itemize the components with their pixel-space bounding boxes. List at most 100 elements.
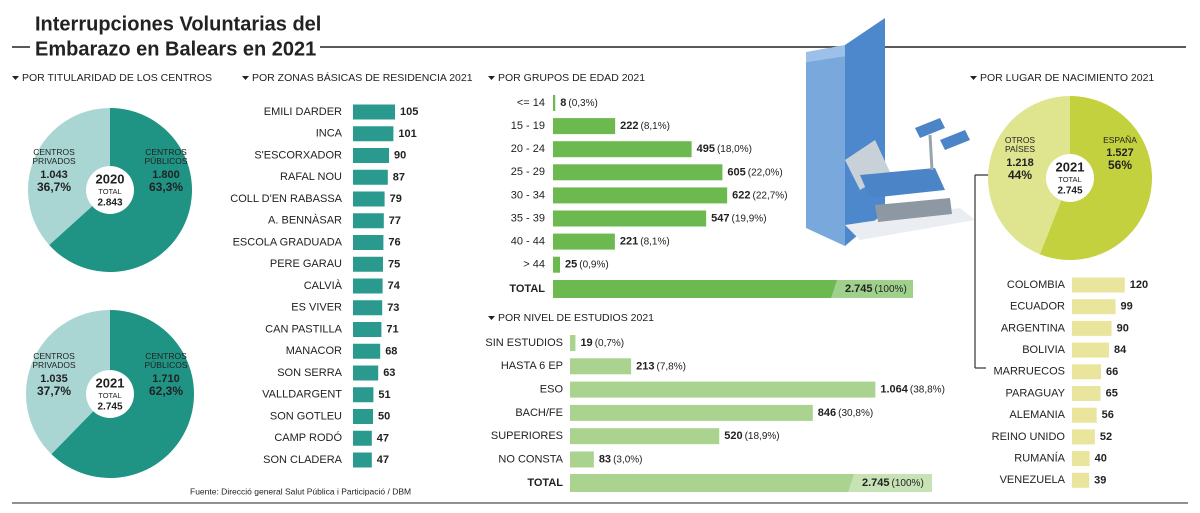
- section-title: POR ZONAS BÁSICAS DE RESIDENCIA 2021: [252, 71, 473, 84]
- category-label: RAFAL NOU: [280, 171, 342, 183]
- category-label: COLOMBIA: [1007, 279, 1066, 291]
- category-label: COLL D'EN RABASSA: [230, 193, 342, 205]
- section-title: POR NIVEL DE ESTUDIOS 2021: [498, 312, 654, 324]
- value: 56: [1102, 409, 1114, 421]
- value-label: 622 (22,7%): [732, 189, 787, 201]
- bar: [553, 187, 728, 204]
- percent: (7,8%): [656, 361, 685, 372]
- value-label: 76: [388, 236, 400, 248]
- category-label: ALEMANIA: [1009, 409, 1065, 421]
- value-label: 605 (22,0%): [727, 166, 782, 178]
- slice-percent: 62,3%: [148, 383, 184, 398]
- value: 222: [620, 120, 638, 132]
- section-marker: [488, 316, 495, 320]
- section-marker: [12, 76, 19, 80]
- value-label: 90: [394, 149, 406, 161]
- value-label: 83 (3,0%): [599, 453, 643, 465]
- category-label: MARRUECOS: [993, 366, 1065, 378]
- percent: (22,0%): [748, 167, 783, 178]
- total-bar: [570, 474, 932, 492]
- value-label: 50: [378, 410, 390, 422]
- value-label: 19 (0,7%): [580, 337, 624, 349]
- percent: (3,0%): [613, 454, 642, 465]
- slice-percent: 56%: [1107, 158, 1133, 173]
- value: 520: [724, 430, 742, 442]
- value-label: 52: [1100, 431, 1112, 443]
- value-label: 1.064 (38,8%): [880, 384, 945, 396]
- value-label: 73: [387, 302, 399, 314]
- percent: (0,3%): [568, 98, 597, 109]
- slice-name: CENTROS PRIVADOS: [32, 147, 76, 167]
- bar: [1072, 429, 1095, 445]
- pie-total-caption: TOTAL: [98, 187, 121, 196]
- bar: [1072, 364, 1102, 380]
- value-label: 99: [1121, 301, 1133, 313]
- pie-center: [86, 370, 134, 418]
- pie-total-caption: TOTAL: [98, 391, 121, 400]
- category-label: BOLIVIA: [1022, 344, 1065, 356]
- value-label: 90: [1117, 322, 1129, 334]
- slice-label: ESPAÑA 1.527 56%: [1090, 135, 1150, 173]
- slice-label: CENTROS PÚBLICOS 1.710 62,3%: [136, 351, 196, 398]
- value-label: 47: [377, 454, 389, 466]
- bar: [353, 235, 384, 250]
- slice-name: CENTROS PÚBLICOS: [144, 147, 188, 167]
- bar: [353, 452, 372, 468]
- value: 47: [377, 454, 389, 466]
- category-label: REINO UNIDO: [992, 431, 1066, 443]
- slice-count: 1.043: [40, 168, 68, 181]
- percent: (18,0%): [717, 144, 752, 155]
- value: 1.064: [880, 384, 908, 396]
- slice-name: CENTROS PÚBLICOS: [144, 351, 188, 371]
- bar: [570, 358, 632, 375]
- value-label: 39: [1094, 474, 1106, 486]
- bar: [553, 210, 707, 227]
- total-value: 2.745: [862, 477, 890, 489]
- value-label: 8 (0,3%): [560, 97, 598, 109]
- slice-name: CENTROS PRIVADOS: [32, 351, 76, 371]
- category-label: SON GOTLEU: [270, 410, 342, 422]
- value-label: 213 (7,8%): [636, 360, 686, 372]
- pie-total: 2.745: [1057, 186, 1082, 197]
- pie-year: 2021: [1056, 159, 1085, 174]
- bar: [553, 233, 615, 250]
- illustration: [806, 18, 975, 246]
- value-label: 75: [388, 258, 400, 270]
- bar: [353, 365, 379, 381]
- category-label: 15 - 19: [511, 120, 545, 132]
- value: 52: [1100, 431, 1112, 443]
- pie-total: 2.843: [97, 198, 122, 209]
- title-line: Interrupciones Voluntarias del: [35, 13, 321, 35]
- source: Fuente: Direcció general Salut Pública i…: [190, 486, 411, 496]
- slice-percent: 37,7%: [36, 383, 72, 398]
- value: 8: [560, 97, 566, 109]
- bar: [353, 430, 372, 446]
- value: 846: [818, 407, 836, 419]
- value: 74: [388, 280, 401, 292]
- value-label: 65: [1106, 387, 1118, 399]
- pie-year: 2020: [96, 171, 125, 186]
- value-label: 77: [389, 215, 401, 227]
- category-label: <= 14: [517, 97, 545, 109]
- value: 605: [727, 166, 745, 178]
- bar: [353, 256, 383, 272]
- value-label: 79: [390, 193, 402, 205]
- section-title: POR GRUPOS DE EDAD 2021: [498, 72, 645, 84]
- slice-count: 1.527: [1106, 147, 1134, 160]
- value-label: 51: [378, 389, 390, 401]
- value-label: 25 (0,9%): [565, 259, 609, 271]
- category-label: MANACOR: [286, 345, 342, 357]
- total-value: 2.745: [845, 283, 873, 295]
- value: 120: [1130, 279, 1148, 291]
- section-marker: [488, 76, 495, 80]
- value: 83: [599, 453, 611, 465]
- value: 213: [636, 360, 654, 372]
- category-label: 30 - 34: [511, 189, 545, 201]
- value: 51: [378, 389, 390, 401]
- category-label: SON SERRA: [277, 367, 342, 379]
- bar: [1072, 386, 1101, 401]
- value: 99: [1121, 301, 1133, 313]
- bar: [1072, 342, 1109, 358]
- slice-label: CENTROS PRIVADOS 1.043 36,7%: [24, 147, 84, 194]
